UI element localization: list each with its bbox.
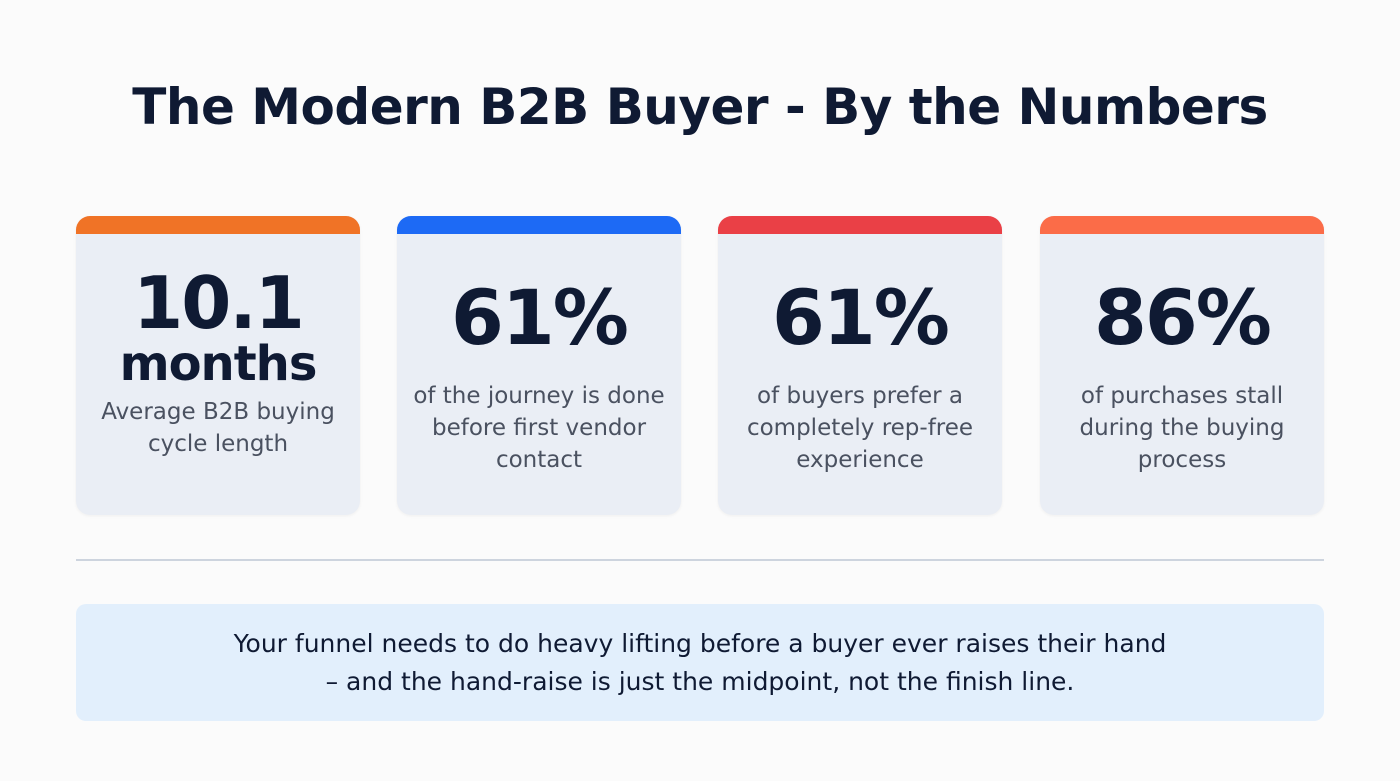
stat-description: of the journey is done before first vend… [413, 383, 665, 473]
stat-card-journey-before-contact: 61% of the journey is done before first … [397, 216, 681, 515]
takeaway-line-2: – and the hand-raise is just the midpoin… [325, 666, 1075, 696]
takeaway-text: Your funnel needs to do heavy lifting be… [234, 625, 1167, 701]
stat-card-buying-cycle: 10.1 months Average B2B buying cycle len… [76, 216, 360, 515]
divider [76, 559, 1324, 561]
card-accent-bar [76, 216, 360, 234]
card-accent-bar [1040, 216, 1324, 234]
card-accent-bar [718, 216, 1002, 234]
stat-description: Average B2B buying cycle length [101, 399, 335, 457]
stat-card-purchases-stall: 86% of purchases stall during the buying… [1040, 216, 1324, 515]
stat-unit: months [119, 336, 318, 392]
takeaway-banner: Your funnel needs to do heavy lifting be… [76, 604, 1324, 721]
stat-value: 61% [451, 273, 629, 362]
stat-value: 61% [772, 273, 950, 362]
slide-title: The Modern B2B Buyer - By the Numbers [132, 78, 1268, 136]
stat-value: 10.1 [133, 261, 305, 345]
stat-value: 86% [1094, 273, 1272, 362]
stat-card-rep-free: 61% of buyers prefer a completely rep-fr… [718, 216, 1002, 515]
card-accent-bar [397, 216, 681, 234]
stat-description: of buyers prefer a completely rep-free e… [746, 383, 974, 473]
stat-description: of purchases stall during the buying pro… [1079, 383, 1285, 473]
takeaway-line-1: Your funnel needs to do heavy lifting be… [233, 628, 1167, 658]
